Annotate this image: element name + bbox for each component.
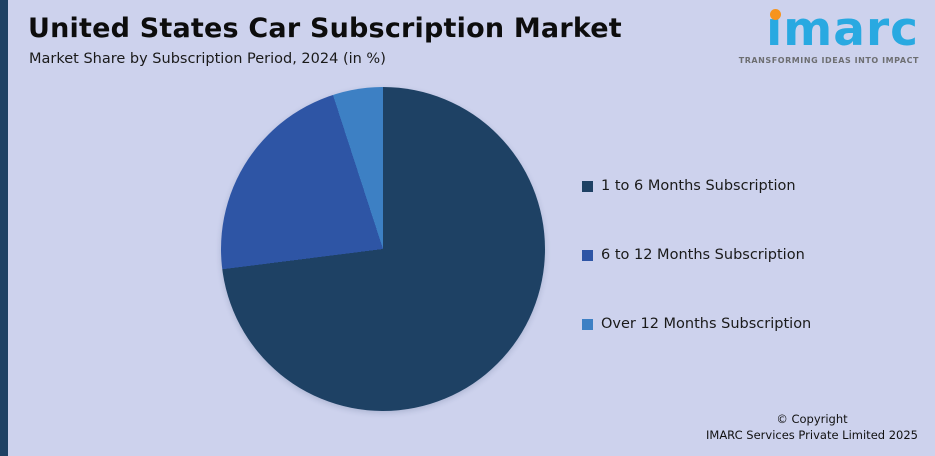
page-subtitle: Market Share by Subscription Period, 202… [29,51,386,67]
legend-swatch-over-12-months [582,318,593,330]
legend-label: 6 to 12 Months Subscription [601,247,805,263]
left-accent-bar [0,0,8,456]
legend-swatch-6-to-12-months [582,249,593,261]
imarc-tagline: TRANSFORMING IDEAS INTO IMPACT [738,56,919,65]
legend-label: Over 12 Months Subscription [601,316,812,332]
chart-legend: 1 to 6 Months Subscription 6 to 12 Month… [582,178,811,332]
imarc-logo: ımarc TRANSFORMING IDEAS INTO IMPACT [739,6,919,65]
legend-item-1-to-6-months: 1 to 6 Months Subscription [582,178,811,194]
page-title: United States Car Subscription Market [28,13,622,44]
imarc-wordmark: ımarc [766,6,919,53]
imarc-logo-text: ımarc [766,2,919,57]
copyright-line1: © Copyright [776,411,848,426]
copyright-line2: IMARC Services Private Limited 2025 [706,428,918,443]
imarc-logo-dot-icon [770,9,782,20]
pie-chart [221,87,545,411]
legend-item-over-12-months: Over 12 Months Subscription [582,316,811,332]
copyright-note: © Copyright IMARC Services Private Limit… [706,411,918,444]
legend-label: 1 to 6 Months Subscription [601,178,796,194]
legend-swatch-1-to-6-months [582,180,593,192]
legend-item-6-to-12-months: 6 to 12 Months Subscription [582,247,811,263]
